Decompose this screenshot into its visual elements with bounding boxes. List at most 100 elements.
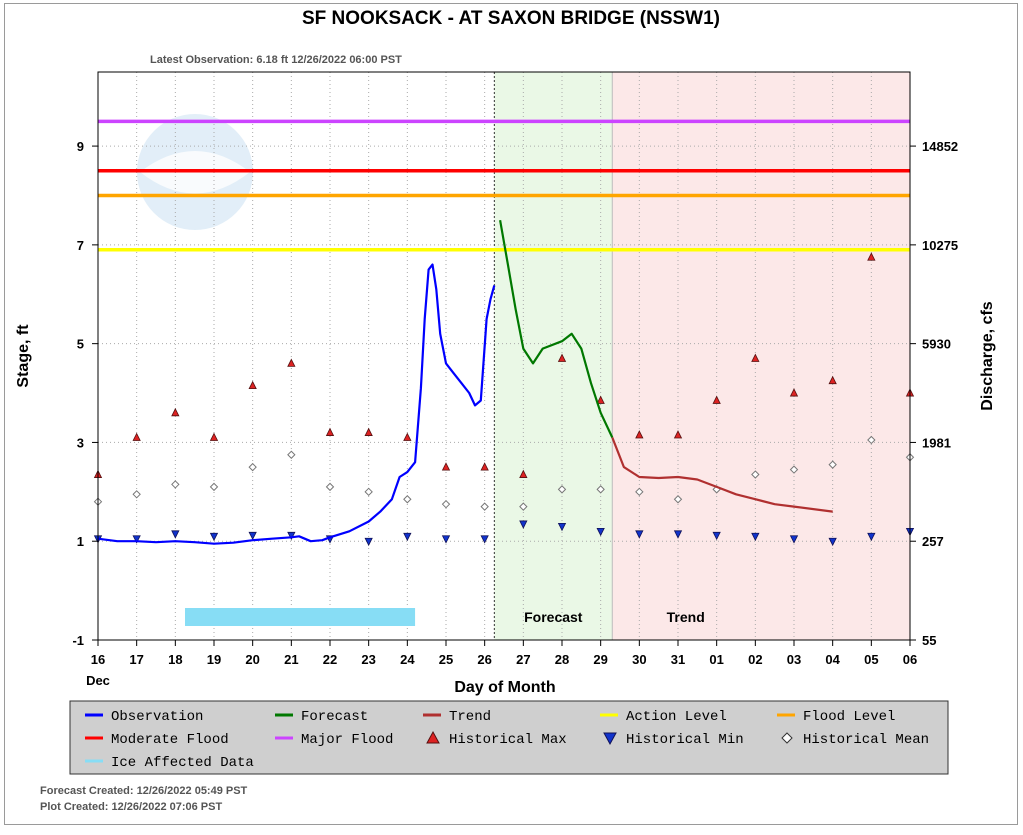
historical-min-point	[364, 537, 373, 547]
historical-min-point	[132, 535, 141, 544]
historical-min-point	[403, 532, 412, 542]
legend-label: Moderate Flood	[111, 732, 229, 748]
historical-min-point	[519, 520, 528, 529]
historical-min-point	[751, 532, 760, 542]
historical-min-point	[789, 535, 799, 544]
historical-max-point	[519, 469, 528, 478]
historical-mean-point	[480, 502, 489, 511]
y2-tick-label: 14852	[922, 139, 958, 154]
historical-min-point	[596, 527, 605, 537]
y2-tick-label: 10275	[922, 238, 958, 253]
historical-max-point	[867, 252, 876, 261]
historical-mean-point	[828, 460, 837, 469]
x-tick-label: 25	[439, 652, 453, 667]
x-tick-label: 24	[400, 652, 415, 667]
historical-min-point	[287, 531, 296, 541]
historical-max-point	[480, 462, 489, 471]
plot-created: Plot Created: 12/26/2022 07:06 PST	[40, 801, 222, 813]
legend-label: Flood Level	[803, 709, 895, 725]
historical-max-point	[403, 432, 412, 441]
historical-mean-point	[325, 482, 335, 492]
legend-item-moderate-flood: Moderate Flood	[85, 732, 229, 748]
legend-item-forecast: Forecast	[275, 709, 368, 725]
legend-item-flood-level: Flood Level	[777, 709, 895, 725]
x-sublabel-month: Dec	[86, 673, 110, 688]
historical-min-markers	[93, 520, 915, 547]
y-tick-label: 3	[77, 435, 84, 450]
historical-mean-point	[557, 485, 567, 494]
historical-mean-markers	[93, 435, 915, 511]
historical-min-point	[557, 523, 567, 532]
historical-mean-point	[867, 435, 876, 445]
trend-region	[612, 72, 910, 640]
legend-label: Ice Affected Data	[111, 755, 254, 771]
legend-item-ice-affected-data: Ice Affected Data	[85, 755, 254, 771]
series-line-forecast	[499, 220, 614, 438]
x-tick-label: 06	[903, 652, 917, 667]
legend-item-historical-max: Historical Max	[426, 730, 567, 748]
historical-mean-point	[596, 485, 605, 494]
y-tick-label: 1	[77, 534, 84, 549]
y-tick-label: 9	[77, 139, 84, 154]
legend-item-trend: Trend	[423, 709, 491, 725]
historical-max-point	[209, 432, 219, 441]
forecast-region-label: Forecast	[524, 609, 583, 625]
x-tick-label: 28	[555, 652, 569, 667]
y2-tick-label: 1981	[922, 435, 951, 450]
forecast-region	[494, 72, 613, 640]
historical-mean-point	[635, 487, 644, 497]
historical-mean-point	[441, 499, 451, 509]
historical-mean-point	[519, 502, 528, 511]
x-tick-label: 01	[709, 652, 723, 667]
historical-max-point	[171, 407, 180, 417]
historical-max-point	[325, 427, 335, 436]
historical-max-point	[248, 380, 257, 390]
latest-observation: Latest Observation: 6.18 ft 12/26/2022 0…	[150, 54, 402, 66]
legend: Observation Forecast Trend Action Level Floo…	[69, 700, 949, 775]
y-tick-label: 5	[77, 337, 84, 352]
series-line-trend	[611, 437, 833, 513]
historical-mean-point	[403, 495, 412, 504]
legend-swatch	[781, 732, 793, 744]
x-tick-label: 22	[323, 652, 337, 667]
historical-min-point	[828, 537, 837, 547]
legend-label: Forecast	[301, 709, 368, 725]
historical-max-point	[132, 432, 141, 441]
x-tick-label: 29	[593, 652, 607, 667]
historical-max-point	[635, 430, 644, 439]
y2-tick-label: 257	[922, 534, 944, 549]
historical-max-point	[751, 353, 760, 362]
historical-min-point	[480, 535, 489, 544]
historical-min-point	[171, 530, 180, 539]
y-tick-label: 7	[77, 238, 84, 253]
legend-label: Observation	[111, 709, 203, 725]
ice-affected-bar	[185, 608, 416, 626]
legend-item-historical-min: Historical Min	[603, 732, 744, 748]
legend-label: Action Level	[626, 709, 727, 725]
x-tick-label: 31	[671, 652, 685, 667]
historical-min-point	[635, 530, 644, 539]
legend-item-observation: Observation	[85, 709, 203, 725]
legend-swatch	[426, 730, 440, 744]
historical-mean-point	[132, 490, 141, 499]
y-axis-label: Stage, ft	[15, 324, 32, 388]
x-tick-label: 04	[825, 652, 840, 667]
y-tick-label: -1	[72, 633, 84, 648]
historical-mean-point	[364, 487, 373, 497]
x-tick-label: 27	[516, 652, 530, 667]
legend-item-historical-mean: Historical Mean	[781, 732, 929, 748]
x-tick-label: 23	[361, 652, 375, 667]
historical-max-point	[828, 375, 837, 385]
historical-mean-point	[171, 480, 180, 489]
x-tick-label: 05	[864, 652, 878, 667]
x-tick-label: 19	[207, 652, 221, 667]
historical-max-markers	[93, 252, 915, 478]
historical-max-point	[557, 353, 567, 362]
historical-mean-point	[789, 465, 799, 474]
x-tick-label: 03	[787, 652, 801, 667]
legend-item-action-level: Action Level	[600, 709, 727, 725]
figure-frame	[4, 3, 1018, 825]
trend-region-label: Trend	[667, 609, 705, 625]
historical-min-point	[867, 532, 876, 542]
